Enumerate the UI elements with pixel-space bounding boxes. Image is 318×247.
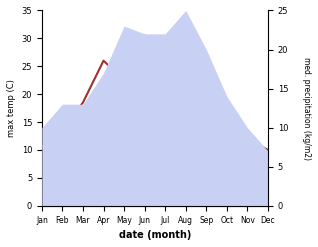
X-axis label: date (month): date (month) — [119, 230, 191, 240]
Y-axis label: med. precipitation (kg/m2): med. precipitation (kg/m2) — [302, 57, 311, 160]
Y-axis label: max temp (C): max temp (C) — [7, 79, 16, 137]
